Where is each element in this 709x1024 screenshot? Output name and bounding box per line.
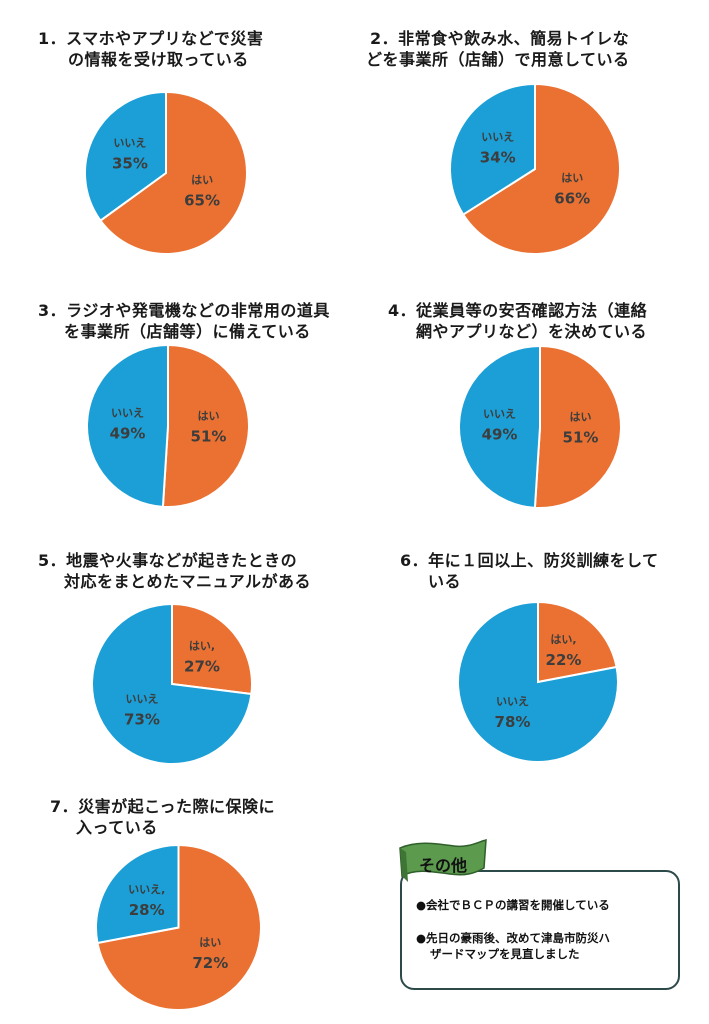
pie-2-slice-1	[461, 82, 621, 255]
pie-3-slice-1-label: はい	[197, 409, 219, 422]
pie-4-slice-2	[458, 344, 541, 509]
pie-7-slice-2-label: いいえ,	[128, 883, 165, 896]
chart-1-title: 1．スマホやアプリなどで災害 の情報を受け取っている	[38, 28, 263, 70]
other-item-2-line-2: ザードマップを見直しました	[430, 947, 580, 961]
pie-1-slice-2	[84, 90, 167, 223]
chart-2-title-line-1: 2．非常食や飲み水、簡易トイレな	[370, 29, 630, 48]
pie-5-slice-2-label: いいえ	[125, 692, 158, 705]
chart-6-title-line-1: 6．年に１回以上、防災訓練をして	[400, 551, 659, 570]
pie-2-slice-2-value: 34%	[480, 149, 516, 167]
chart-3-title-line-2: を事業所（店舗等）に備えている	[64, 322, 311, 341]
pie-3-slice-1	[161, 343, 250, 508]
other-item-1-line-1: ●会社でＢＣＰの講習を開催している	[416, 898, 610, 912]
pie-6-slice-2-value: 78%	[495, 713, 531, 731]
pie-chart-5: はい, 27% いいえ 73%	[91, 602, 253, 765]
pie-2-slice-2-label: いいえ	[481, 131, 514, 144]
chart-7-title-line-1: 7．災害が起こった際に保険に	[50, 797, 276, 816]
chart-2-title: 2．非常食や飲み水、簡易トイレな どを事業所（店舗）で用意している	[366, 28, 630, 70]
other-comments-box	[400, 870, 680, 990]
pie-2-slice-2	[449, 82, 536, 216]
pie-4-slice-1-value: 51%	[563, 428, 599, 446]
pie-chart-6: はい, 22% いいえ 78%	[457, 600, 619, 763]
pie-6-slice-1-value: 22%	[546, 651, 582, 669]
pie-7-slice-2-value: 28%	[129, 901, 165, 919]
chart-2-title-line-2: どを事業所（店舗）で用意している	[366, 50, 630, 69]
pie-1-slice-1-label: はい	[191, 173, 213, 186]
pie-7-slice-1-label: はい	[199, 936, 221, 949]
pie-chart-4: はい 51% いいえ 49%	[458, 344, 622, 509]
chart-1-title-line-2: の情報を受け取っている	[68, 50, 249, 69]
other-item-1: ●会社でＢＣＰの講習を開催している	[416, 897, 610, 913]
pie-6-slice-2	[457, 600, 619, 763]
chart-1-title-line-1: 1．スマホやアプリなどで災害	[38, 29, 264, 48]
pie-chart-3: はい 51% いいえ 49%	[86, 343, 250, 508]
pie-5-slice-2-value: 73%	[124, 710, 160, 728]
chart-7-title: 7．災害が起こった際に保険に 入っている	[50, 796, 275, 838]
other-banner-flag	[399, 839, 487, 882]
pie-4-slice-2-value: 49%	[482, 426, 518, 444]
pie-6-slice-1	[537, 600, 618, 684]
pie-1-slice-2-label: いいえ	[113, 137, 146, 150]
pie-5-slice-1-label: はい,	[189, 640, 215, 653]
chart-4-title-line-2: 網やアプリなど）を決めている	[416, 322, 648, 341]
chart-5-title-line-1: 5．地震や火事などが起きたときの	[38, 551, 298, 570]
chart-6-title: 6．年に１回以上、防災訓練をして いる	[400, 550, 659, 592]
pie-5-slice-1	[171, 602, 253, 696]
pie-1-slice-1	[99, 90, 248, 255]
pie-chart-2: はい 66% いいえ 34%	[449, 82, 621, 255]
chart-6-title-line-2: いる	[428, 572, 462, 591]
other-title: その他	[418, 856, 467, 875]
pie-5-slice-1-value: 27%	[184, 658, 220, 676]
pie-3-slice-1-value: 51%	[191, 427, 227, 445]
pie-1-slice-1-value: 65%	[184, 191, 220, 209]
chart-4-title: 4．従業員等の安否確認方法（連絡 網やアプリなど）を決めている	[388, 300, 647, 342]
chart-7-title-line-2: 入っている	[76, 818, 158, 837]
chart-5-title: 5．地震や火事などが起きたときの 対応をまとめたマニュアルがある	[38, 550, 311, 592]
pie-7-slice-1-value: 72%	[192, 954, 228, 972]
chart-3-title-line-1: 3．ラジオや発電機などの非常用の道具	[38, 301, 330, 320]
other-item-2: ●先日の豪雨後、改めて津島市防災ハ ザードマップを見直しました	[416, 930, 610, 962]
pie-4-slice-1	[533, 344, 622, 509]
pie-4-slice-2-label: いいえ	[483, 408, 516, 421]
chart-3-title: 3．ラジオや発電機などの非常用の道具 を事業所（店舗等）に備えている	[38, 300, 330, 342]
pie-chart-1: はい 65% いいえ 35%	[84, 90, 248, 255]
pie-2-slice-1-value: 66%	[554, 189, 590, 207]
pie-6-slice-2-label: いいえ	[496, 695, 529, 708]
pie-2-slice-1-label: はい	[561, 171, 583, 184]
pie-5-slice-2	[91, 602, 253, 765]
pie-3-slice-2	[86, 343, 169, 508]
pie-chart-7: はい 72% いいえ, 28%	[95, 843, 262, 1011]
pie-7-slice-2	[95, 843, 180, 945]
pie-6-slice-1-label: はい,	[550, 633, 576, 646]
pie-1-slice-2-value: 35%	[112, 155, 148, 173]
chart-4-title-line-1: 4．従業員等の安否確認方法（連絡	[388, 301, 648, 320]
chart-5-title-line-2: 対応をまとめたマニュアルがある	[64, 572, 312, 591]
pie-4-slice-1-label: はい	[569, 410, 591, 423]
other-item-2-line-1: ●先日の豪雨後、改めて津島市防災ハ	[416, 931, 611, 945]
pie-3-slice-2-value: 49%	[110, 425, 146, 443]
pie-3-slice-2-label: いいえ	[111, 407, 144, 420]
